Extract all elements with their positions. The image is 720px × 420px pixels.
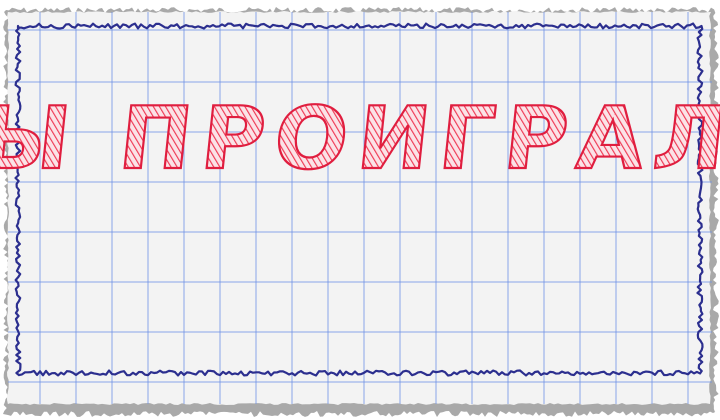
game-over-message: ВЫ ПРОИГРАЛИ (0, 89, 720, 189)
paper-sheet (7, 11, 711, 405)
grid-lines (8, 12, 712, 404)
hand-drawn-border (14, 22, 704, 377)
